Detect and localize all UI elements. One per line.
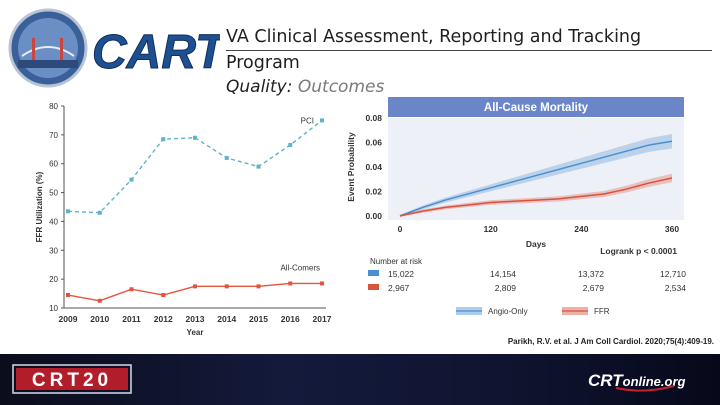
risk-cell: 2,967: [388, 283, 410, 293]
x-tick-label: 2011: [122, 314, 141, 324]
x-axis-title: Year: [187, 328, 204, 337]
y-tick-label: 70: [49, 131, 58, 140]
y-tick-label: 10: [49, 304, 58, 313]
risk-cell: 2,679: [583, 283, 605, 293]
crtonline-suffix: online.org: [623, 374, 686, 389]
data-point: [193, 135, 197, 140]
svg-text:CRTonline.org: CRTonline.org: [588, 371, 686, 390]
y-tick-label: 0.04: [365, 162, 382, 172]
risk-cell: 2,809: [495, 283, 517, 293]
y-tick-label: 0.08: [365, 113, 382, 123]
title-line-1: VA Clinical Assessment, Reporting and Tr…: [226, 25, 712, 51]
crt20-logo: CRT20: [12, 364, 132, 399]
chart-title: All-Cause Mortality: [484, 102, 589, 114]
cart-logo: CART: [8, 8, 229, 88]
x-tick-label: 2013: [186, 314, 205, 324]
y-axis-title: Event Probability: [346, 132, 356, 202]
data-point: [97, 210, 102, 215]
legend-label: FFR: [594, 307, 610, 316]
series-line: [67, 119, 323, 214]
mortality-chart: All-Cause Mortality 0.00 0.02 0.04 0.06 0.08 0…: [340, 94, 718, 352]
x-tick-label: 360: [665, 224, 679, 234]
cart-logo-text: CART: [92, 26, 220, 79]
x-axis-title: Days: [526, 239, 547, 249]
y-tick-label: 0.00: [365, 211, 382, 221]
x-tick-label: 2012: [154, 314, 173, 324]
subtitle-prefix: Quality:: [226, 77, 293, 97]
data-point: [256, 164, 261, 169]
y-tick-label: 80: [49, 102, 58, 111]
data-point: [320, 118, 324, 123]
series-line: [399, 140, 673, 217]
series-label-pci: PCI: [301, 116, 314, 125]
data-point: [129, 287, 134, 292]
risk-row-marker: [368, 270, 379, 276]
y-axis-title: FFR Utilization (%): [35, 171, 44, 242]
data-point: [161, 293, 166, 298]
y-tick-label: 40: [49, 217, 58, 226]
risk-cell: 13,372: [578, 269, 604, 279]
data-point: [224, 284, 229, 289]
x-tick-label: 2016: [281, 314, 300, 324]
x-tick-label: 120: [484, 224, 498, 234]
y-tick-label: 0.02: [365, 187, 382, 197]
footer-bar: CRT20 CRTonline.org: [0, 354, 720, 405]
x-tick-label: 240: [574, 224, 588, 234]
y-tick-label: 50: [49, 189, 58, 198]
y-tick-label: 0.06: [365, 138, 382, 148]
y-tick-label: 30: [49, 246, 58, 255]
data-point: [224, 155, 229, 160]
series-line: [399, 177, 673, 217]
x-tick-label: 0: [398, 224, 403, 234]
risk-cell: 2,534: [665, 283, 687, 293]
subtitle-accent: Outcomes: [297, 77, 385, 97]
ffr-utilization-chart: 10 20 30 40 50 60 70 80 2009 2010 2011 2012 2013 2014…: [30, 96, 338, 344]
x-tick-label: 2010: [90, 314, 109, 324]
x-tick-label: 2009: [59, 314, 78, 324]
y-tick-label: 60: [49, 160, 58, 169]
data-point: [288, 281, 293, 286]
series-label-allcomers: All-Comers: [280, 263, 320, 272]
x-tick-label: 2014: [217, 314, 236, 324]
crtonline-brand: CRT: [588, 371, 624, 390]
citation: Parikh, R.V. et al. J Am Coll Cardiol. 2…: [508, 337, 714, 346]
data-point: [97, 298, 102, 303]
risk-row-marker: [368, 284, 379, 290]
data-point: [320, 281, 324, 286]
page-title: VA Clinical Assessment, Reporting and Tr…: [226, 25, 712, 99]
logrank-label: Logrank p < 0.0001: [600, 246, 677, 256]
data-point: [129, 177, 134, 182]
data-point: [256, 284, 261, 289]
crt20-logo-text: CRT20: [32, 370, 112, 391]
legend-label: Angio-Only: [488, 307, 528, 316]
data-point: [66, 209, 70, 214]
title-line-2: Program: [226, 53, 300, 73]
data-point: [66, 293, 70, 298]
x-tick-label: 2017: [313, 314, 332, 324]
chart-title-bar: [388, 97, 684, 117]
data-point: [288, 142, 293, 147]
risk-cell: 12,710: [660, 269, 686, 279]
data-point: [161, 137, 166, 142]
subtitle: Quality: Outcomes: [226, 75, 712, 99]
data-point: [193, 284, 197, 289]
risk-table-label: Number at risk: [370, 257, 423, 266]
risk-cell: 15,022: [388, 269, 414, 279]
y-tick-label: 20: [49, 275, 58, 284]
x-tick-label: 2015: [249, 314, 268, 324]
crtonline-logo[interactable]: CRTonline.org: [586, 368, 706, 397]
risk-cell: 14,154: [490, 269, 516, 279]
